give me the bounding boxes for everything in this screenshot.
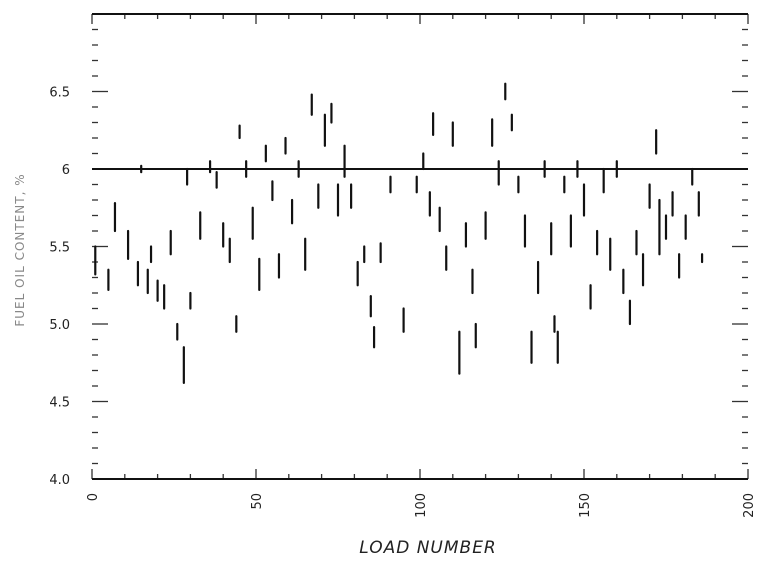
x-tick-label: 100 — [414, 493, 429, 518]
axis-ticks — [91, 13, 749, 480]
x-tick-label: 150 — [578, 493, 593, 518]
y-tick-label: 5.0 — [49, 318, 70, 333]
data-points — [94, 82, 704, 384]
x-tick-label: 0 — [86, 493, 101, 501]
y-tick-label: 6.5 — [49, 86, 70, 101]
x-tick-label: 200 — [742, 493, 757, 518]
y-tick-label: 4.0 — [49, 473, 70, 488]
y-tick-label: 5.5 — [49, 241, 70, 256]
y-axis-label: FUEL OIL CONTENT, % — [13, 173, 27, 326]
plot-frame — [92, 13, 748, 480]
x-axis-label: LOAD NUMBER — [359, 538, 497, 558]
y-tick-label: 6 — [62, 163, 70, 178]
tick-labels: 0 50 100 150 200 4.0 4.5 5.0 5.5 6 6.5 — [49, 86, 757, 518]
x-tick-label: 50 — [250, 493, 265, 510]
y-tick-label: 4.5 — [49, 396, 70, 411]
